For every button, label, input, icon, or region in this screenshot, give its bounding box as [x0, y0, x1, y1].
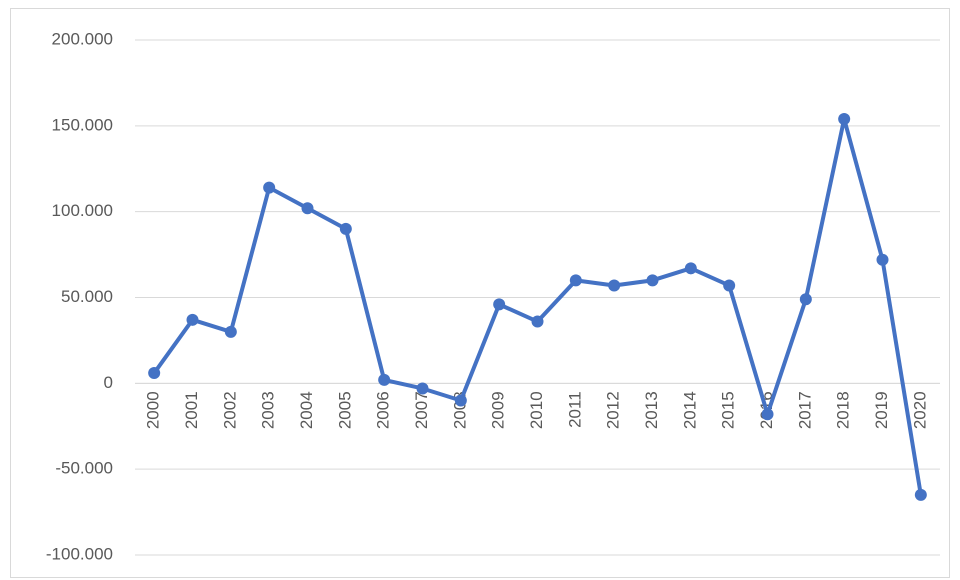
x-tick-label: 2019	[872, 391, 891, 429]
x-tick-label: 2011	[565, 391, 584, 428]
marker	[876, 253, 889, 266]
marker	[914, 488, 927, 501]
marker	[148, 367, 161, 380]
marker	[493, 298, 506, 311]
x-tick-label: 2014	[680, 391, 699, 429]
marker	[608, 279, 621, 292]
x-tick-label: 2006	[374, 391, 393, 429]
x-tick-label: 2004	[297, 391, 316, 429]
marker	[799, 293, 812, 306]
marker	[186, 313, 199, 326]
marker	[838, 112, 851, 125]
x-tick-label: 2002	[220, 391, 239, 429]
y-tick-label: -50.000	[55, 459, 113, 478]
x-tick-label: 2017	[795, 391, 814, 429]
y-tick-label: 0	[104, 373, 113, 392]
x-tick-label: 2013	[642, 391, 661, 429]
marker	[569, 274, 582, 287]
marker	[646, 274, 659, 287]
y-tick-label: 50.000	[61, 287, 113, 306]
y-tick-label: 150.000	[52, 115, 113, 134]
x-tick-label: 2015	[719, 391, 738, 429]
marker	[301, 202, 314, 215]
marker	[339, 222, 352, 235]
marker	[723, 279, 736, 292]
marker	[761, 408, 774, 421]
x-tick-label: 2005	[335, 391, 354, 429]
marker	[263, 181, 276, 194]
x-tick-label: 2018	[834, 391, 853, 429]
y-tick-label: 200.000	[52, 29, 113, 48]
marker	[684, 262, 697, 275]
x-tick-label: 2012	[604, 391, 623, 429]
y-tick-label: 100.000	[52, 201, 113, 220]
y-tick-label: -100.000	[46, 544, 113, 563]
x-tick-label: 2009	[489, 391, 508, 429]
x-tick-label: 2007	[412, 391, 431, 429]
marker	[416, 382, 429, 395]
x-tick-label: 2010	[527, 391, 546, 429]
x-tick-label: 2000	[144, 391, 163, 429]
marker	[378, 373, 391, 386]
x-tick-label: 2001	[182, 391, 201, 429]
marker	[224, 325, 237, 338]
marker	[531, 315, 544, 328]
x-tick-label: 2020	[910, 391, 929, 429]
marker	[454, 394, 467, 407]
x-tick-label: 2003	[259, 391, 278, 429]
chart-border	[10, 8, 950, 578]
